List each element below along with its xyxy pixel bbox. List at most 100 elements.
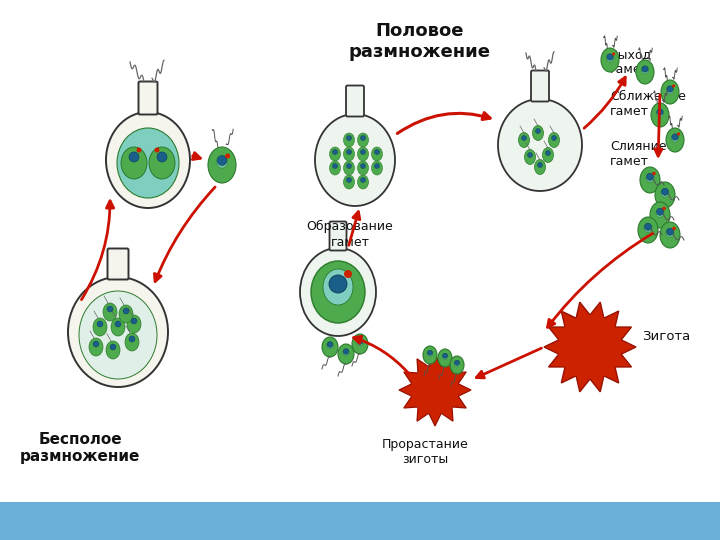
Circle shape	[329, 275, 347, 293]
Ellipse shape	[352, 334, 368, 354]
Circle shape	[333, 164, 338, 168]
Ellipse shape	[117, 128, 179, 198]
Ellipse shape	[358, 147, 369, 161]
Circle shape	[137, 147, 142, 152]
Circle shape	[344, 270, 352, 278]
FancyBboxPatch shape	[346, 85, 364, 117]
Ellipse shape	[372, 161, 382, 175]
Text: Слияние
гамет: Слияние гамет	[610, 140, 667, 168]
Circle shape	[667, 86, 673, 92]
Ellipse shape	[655, 182, 675, 208]
Ellipse shape	[534, 159, 546, 174]
Ellipse shape	[427, 350, 433, 356]
Circle shape	[607, 54, 613, 60]
Circle shape	[361, 164, 366, 168]
Ellipse shape	[103, 303, 117, 321]
Ellipse shape	[358, 175, 369, 189]
Circle shape	[361, 136, 366, 140]
Circle shape	[528, 152, 533, 158]
Ellipse shape	[606, 55, 613, 62]
Circle shape	[374, 164, 379, 168]
Ellipse shape	[601, 48, 619, 72]
Circle shape	[131, 318, 137, 324]
Ellipse shape	[542, 147, 554, 163]
Ellipse shape	[338, 344, 354, 364]
Circle shape	[107, 306, 113, 312]
Text: Образование
гамет: Образование гамет	[307, 220, 393, 249]
Ellipse shape	[450, 356, 464, 374]
Circle shape	[672, 84, 675, 87]
Circle shape	[454, 360, 459, 365]
Circle shape	[662, 188, 668, 195]
Ellipse shape	[636, 60, 654, 84]
Circle shape	[657, 208, 664, 215]
Ellipse shape	[217, 157, 228, 168]
Ellipse shape	[89, 338, 103, 356]
FancyBboxPatch shape	[330, 221, 346, 251]
Ellipse shape	[644, 224, 652, 232]
Circle shape	[361, 150, 366, 154]
Ellipse shape	[323, 269, 353, 305]
Circle shape	[552, 136, 557, 140]
Circle shape	[115, 321, 121, 327]
Text: Бесполое
размножение: Бесполое размножение	[20, 432, 140, 464]
Circle shape	[346, 136, 351, 140]
Ellipse shape	[642, 66, 649, 74]
Circle shape	[672, 134, 678, 140]
Ellipse shape	[208, 147, 236, 183]
Ellipse shape	[343, 133, 354, 147]
Bar	[0, 502, 720, 540]
Ellipse shape	[442, 354, 448, 360]
FancyBboxPatch shape	[531, 71, 549, 102]
Circle shape	[538, 163, 542, 167]
Ellipse shape	[524, 150, 536, 165]
Circle shape	[652, 172, 656, 176]
Circle shape	[361, 178, 366, 183]
Ellipse shape	[438, 349, 452, 367]
Circle shape	[521, 136, 526, 140]
Ellipse shape	[343, 161, 354, 175]
Ellipse shape	[667, 86, 674, 94]
Ellipse shape	[549, 132, 559, 147]
Ellipse shape	[106, 341, 120, 359]
Circle shape	[225, 153, 230, 159]
Ellipse shape	[311, 261, 365, 323]
Ellipse shape	[119, 305, 133, 323]
Ellipse shape	[650, 202, 670, 228]
Text: Зигота: Зигота	[642, 330, 690, 343]
Ellipse shape	[300, 248, 376, 336]
Ellipse shape	[666, 128, 684, 152]
Ellipse shape	[125, 333, 139, 351]
Ellipse shape	[330, 147, 341, 161]
Ellipse shape	[343, 175, 354, 189]
Circle shape	[346, 178, 351, 183]
Circle shape	[662, 207, 666, 210]
Circle shape	[546, 151, 551, 156]
Text: Сближение
гамет: Сближение гамет	[610, 90, 686, 118]
Circle shape	[346, 150, 351, 154]
Circle shape	[677, 132, 680, 136]
Circle shape	[129, 336, 135, 342]
Ellipse shape	[93, 318, 107, 336]
Circle shape	[157, 152, 167, 162]
Circle shape	[644, 223, 652, 230]
Circle shape	[411, 366, 459, 414]
Circle shape	[357, 339, 363, 345]
Ellipse shape	[343, 147, 354, 161]
Ellipse shape	[358, 133, 369, 147]
Circle shape	[155, 147, 160, 152]
Ellipse shape	[372, 147, 382, 161]
Ellipse shape	[661, 189, 669, 197]
Ellipse shape	[454, 361, 460, 367]
Polygon shape	[399, 354, 471, 426]
Circle shape	[428, 350, 433, 355]
Ellipse shape	[646, 174, 654, 183]
Ellipse shape	[661, 80, 679, 104]
Ellipse shape	[657, 109, 664, 117]
Ellipse shape	[357, 339, 363, 346]
Circle shape	[110, 344, 116, 350]
Ellipse shape	[423, 346, 437, 364]
Circle shape	[667, 228, 673, 235]
Ellipse shape	[358, 161, 369, 175]
Circle shape	[343, 349, 348, 354]
